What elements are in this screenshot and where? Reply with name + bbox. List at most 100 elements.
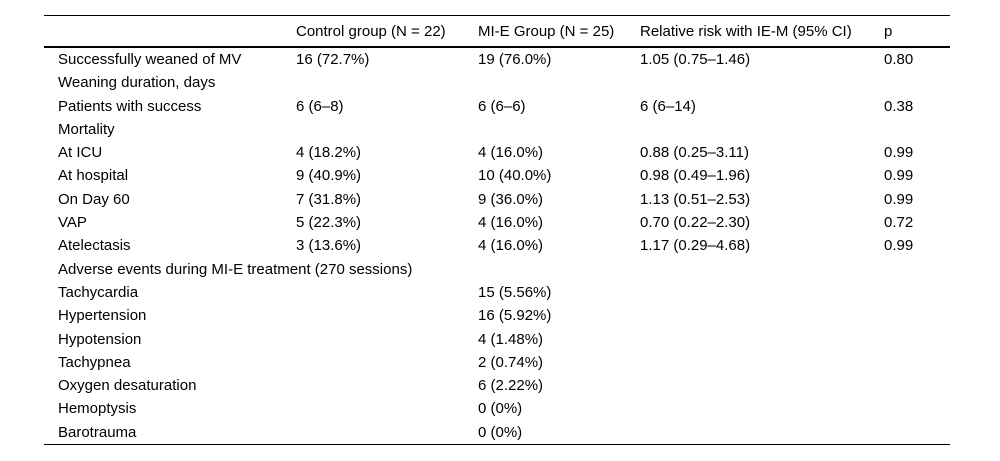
table-cell: 1.13 (0.51–2.53) [640,190,751,208]
row-label: At hospital [58,167,129,185]
table-cell [884,328,950,351]
table-cell [296,304,478,327]
table-row: Weaning duration, days [44,71,950,94]
table-cell: 0.70 (0.22–2.30) [640,214,751,232]
table-row: Mortality [44,118,950,141]
table-cell: 16 (5.92%) [478,307,552,325]
table-row: Hypotension 4 (1.48%) [44,328,950,351]
table-row: Hypertension 16 (5.92%) [44,304,950,327]
table-cell [884,304,950,327]
table-cell: 4 (1.48%) [478,330,544,348]
table-row: Tachypnea 2 (0.74%) [44,351,950,374]
table-cell: 0.99 [884,237,914,255]
table-row: Successfully weaned of MV 16 (72.7%) 19 (7… [44,47,950,71]
table-cell: 10 (40.0%) [478,167,552,185]
table-cell: 0.80 [884,51,914,68]
table-cell: 6 (6–8) [296,97,344,115]
table-row: Atelectasis 3 (13.6%) 4 (16.0%) 1.17 (0.29–… [44,234,950,257]
row-label: VAP [58,214,87,232]
table-row: At hospital 9 (40.9%) 10 (40.0%) 0.98 (0.49… [44,164,950,187]
table-cell [296,118,478,141]
table-cell: 0 (0%) [478,400,523,418]
table-row: On Day 60 7 (31.8%) 9 (36.0%) 1.13 (0.51–2.… [44,188,950,211]
row-label: Atelectasis [58,237,131,255]
row-label: Oxygen desaturation [58,377,197,395]
table-row: Adverse events during MI-E treatment (27… [44,258,950,281]
table-cell: 0.99 [884,190,914,208]
table-cell: 0.99 [884,167,914,185]
row-label: Barotrauma [58,423,137,441]
table-cell: 6 (6–14) [640,97,696,115]
row-label: Mortality [58,120,115,138]
table-cell [296,71,478,94]
column-header-mie-group: MI-E Group (N = 25) [478,22,615,40]
table-header-row: Control group (N = 22) MI-E Group (N = 2… [44,15,950,48]
row-label: Hypotension [58,330,142,348]
row-label: Tachypnea [58,353,131,371]
table-cell [884,351,950,374]
results-table: Control group (N = 22) MI-E Group (N = 2… [44,15,950,445]
table-cell [640,71,884,94]
table-cell: 9 (40.9%) [296,167,362,185]
table-cell [296,374,478,397]
table-cell: 4 (16.0%) [478,144,544,162]
table-cell: 0 (0%) [478,423,523,441]
column-header-relative-risk: Relative risk with IE-M (95% CI) [640,22,852,40]
table-cell: 4 (16.0%) [478,214,544,232]
row-label: Weaning duration, days [58,74,216,92]
table-cell [640,281,884,304]
table-cell [478,118,640,141]
table-cell [884,421,950,445]
table-cell [640,118,884,141]
table-cell: 6 (6–6) [478,97,526,115]
table-row: Patients with success 6 (6–8) 6 (6–6) 6 (6–… [44,95,950,118]
table-cell [478,71,640,94]
table-cell: 4 (16.0%) [478,237,544,255]
table-cell: 1.17 (0.29–4.68) [640,237,751,255]
table-row: Tachycardia 15 (5.56%) [44,281,950,304]
table-cell [640,328,884,351]
table-cell [296,351,478,374]
table-cell [884,118,950,141]
table-cell: 6 (2.22%) [478,377,544,395]
table-cell [640,304,884,327]
table-cell: 0.38 [884,97,914,115]
table-row: VAP 5 (22.3%) 4 (16.0%) 0.70 (0.22–2.30) 0.7… [44,211,950,234]
table-cell: 9 (36.0%) [478,190,544,208]
column-header-empty [44,16,296,48]
table-cell: 0.72 [884,214,914,232]
table-row: Oxygen desaturation 6 (2.22%) [44,374,950,397]
table-cell: 2 (0.74%) [478,353,544,371]
table-cell [296,281,478,304]
table-cell [640,374,884,397]
table-cell [884,281,950,304]
row-label: Successfully weaned of MV [58,51,242,68]
table-cell: 4 (18.2%) [296,144,362,162]
table-cell: 1.05 (0.75–1.46) [640,51,751,68]
table-cell [640,421,884,445]
table-cell [884,374,950,397]
table-cell: 7 (31.8%) [296,190,362,208]
row-label: Hypertension [58,307,147,325]
table-row: Hemoptysis 0 (0%) [44,397,950,420]
table-cell [296,328,478,351]
table-cell [640,258,884,281]
table-cell: 16 (72.7%) [296,51,370,68]
table-cell: 5 (22.3%) [296,214,362,232]
table-cell: 15 (5.56%) [478,283,552,301]
table-row: At ICU 4 (18.2%) 4 (16.0%) 0.88 (0.25–3.11)… [44,141,950,164]
row-label: At ICU [58,144,103,162]
row-label: Hemoptysis [58,400,137,418]
table-cell: 19 (76.0%) [478,51,552,68]
table-cell: 3 (13.6%) [296,237,362,255]
table-cell: 0.88 (0.25–3.11) [640,144,749,162]
table-cell [884,397,950,420]
table-cell [640,397,884,420]
column-header-p: p [884,22,893,40]
table-cell [296,397,478,420]
table-cell: 0.99 [884,144,914,162]
row-label: Patients with success [58,97,202,115]
table-cell: 0.98 (0.49–1.96) [640,167,751,185]
row-label: On Day 60 [58,190,130,208]
